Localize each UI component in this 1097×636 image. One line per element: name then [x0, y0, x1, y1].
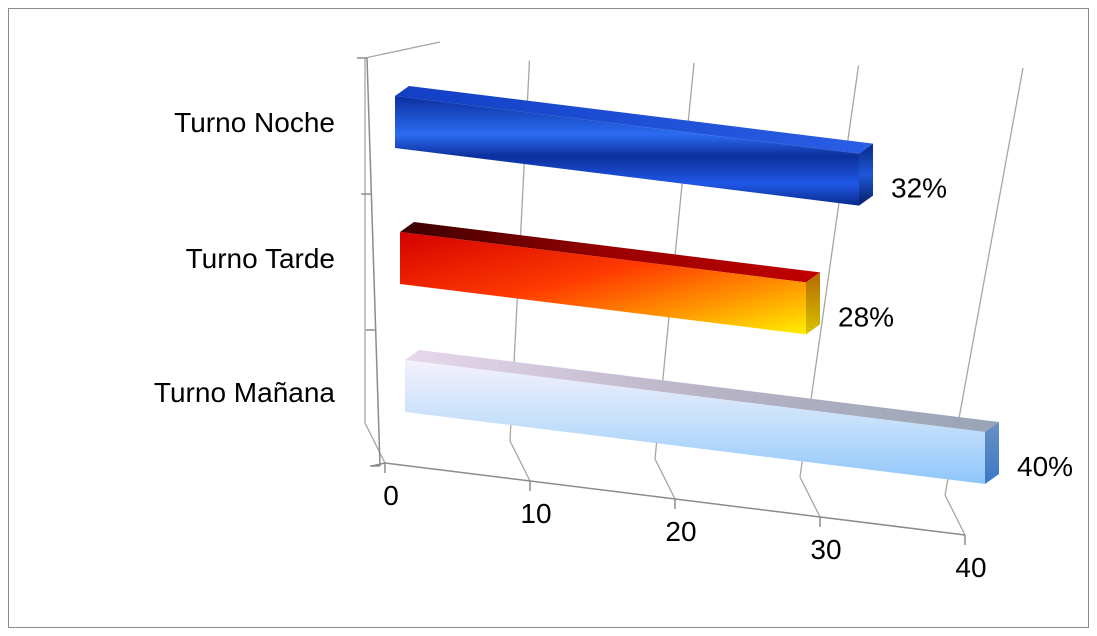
value-tick-label-2: 20	[665, 516, 696, 547]
floor-gridline-2	[654, 458, 676, 500]
bar-front-face	[405, 360, 985, 484]
category-label-1: Turno Tarde	[186, 243, 335, 274]
value-tick-label-0: 0	[383, 480, 399, 511]
floor-left-edge	[371, 462, 386, 467]
wall-top-edge	[364, 41, 441, 59]
value-tick-label-4: 40	[955, 552, 986, 583]
labels: 0 10 20 30 40 Turno Noche 32% Turno Tarde 28% Tur…	[154, 107, 1073, 583]
data-label-2: 40%	[1017, 451, 1073, 482]
bar-side-face	[859, 143, 873, 206]
bar-turno-tarde	[400, 222, 820, 335]
bar-side-face	[806, 272, 820, 335]
bar-turno-noche	[395, 86, 873, 206]
axes	[357, 57, 966, 545]
data-label-0: 32%	[891, 173, 947, 204]
bar-top-face	[395, 86, 873, 154]
category-label-0: Turno Noche	[174, 107, 335, 138]
floor-gridline-1	[509, 440, 531, 482]
floor-gridline-4	[944, 494, 966, 536]
bars	[395, 86, 999, 484]
floor-gridline-0	[364, 422, 386, 464]
category-label-2: Turno Mañana	[154, 377, 335, 408]
bar-top-face	[400, 222, 820, 283]
bar-front-face	[400, 232, 806, 335]
bar-top-face	[405, 350, 999, 432]
bar-turno-manana	[405, 350, 999, 484]
category-axis-line	[366, 57, 381, 467]
floor-gridline-3	[799, 476, 821, 518]
value-tick-label-1: 10	[520, 498, 551, 529]
value-tick-label-3: 30	[810, 534, 841, 565]
bar-side-face	[985, 422, 999, 484]
data-label-1: 28%	[838, 301, 894, 332]
bar-front-face	[395, 96, 859, 206]
